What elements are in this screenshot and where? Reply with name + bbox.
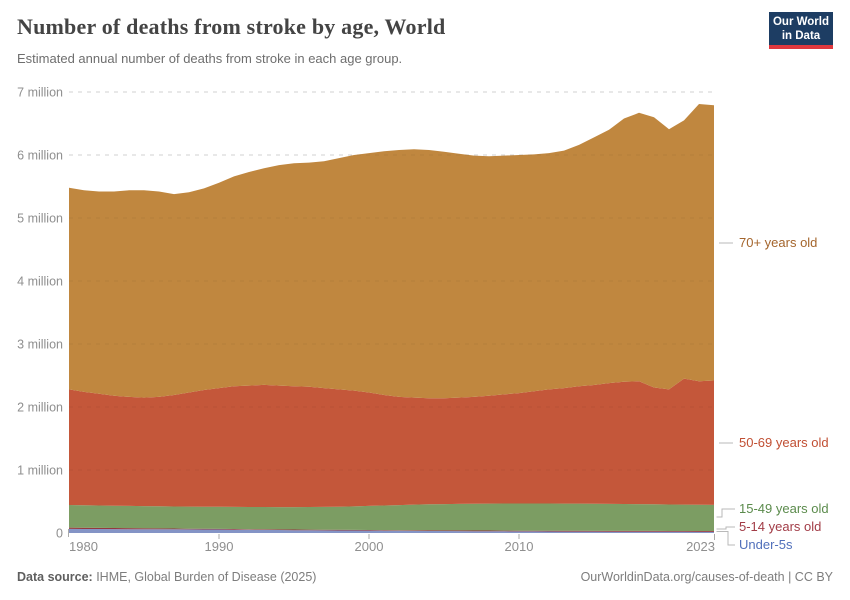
series-label-under5[interactable]: Under-5s bbox=[739, 537, 793, 552]
data-source-label: Data source: bbox=[17, 570, 93, 584]
page-title: Number of deaths from stroke by age, Wor… bbox=[17, 14, 446, 39]
series-label-50-69[interactable]: 50-69 years old bbox=[739, 435, 829, 450]
y-axis-label: 5 million bbox=[17, 212, 63, 226]
connector-under5 bbox=[716, 531, 735, 546]
x-axis-label: 2010 bbox=[505, 539, 534, 554]
area-70-years-old[interactable] bbox=[69, 104, 714, 399]
series-label-5-14[interactable]: 5-14 years old bbox=[739, 519, 822, 534]
x-axis-label: 2000 bbox=[355, 539, 384, 554]
y-axis-label: 0 bbox=[56, 527, 63, 541]
series-label-70plus[interactable]: 70+ years old bbox=[739, 235, 818, 250]
credit-link[interactable]: OurWorldinData.org/causes-of-death | CC … bbox=[580, 570, 833, 584]
y-axis-label: 7 million bbox=[17, 86, 63, 100]
owid-logo[interactable]: Our World in Data bbox=[769, 12, 833, 49]
x-axis-label: 2023 bbox=[686, 539, 715, 554]
data-source-note: Data source: IHME, Global Burden of Dise… bbox=[17, 570, 316, 584]
area-under-5s[interactable] bbox=[69, 528, 714, 533]
connector-15-49 bbox=[716, 508, 735, 518]
y-axis-label: 3 million bbox=[17, 338, 63, 352]
y-axis-label: 2 million bbox=[17, 401, 63, 415]
x-axis-label: 1980 bbox=[69, 539, 98, 554]
page-subtitle: Estimated annual number of deaths from s… bbox=[17, 51, 403, 66]
owid-logo-text: Our World in Data bbox=[769, 12, 833, 45]
y-axis-label: 1 million bbox=[17, 464, 63, 478]
series-label-15-49[interactable]: 15-49 years old bbox=[739, 501, 829, 516]
area-5-14-years-old[interactable] bbox=[69, 527, 714, 532]
x-axis-label: 1990 bbox=[205, 539, 234, 554]
y-axis-label: 4 million bbox=[17, 275, 63, 289]
area-50-69-years-old[interactable] bbox=[69, 378, 714, 508]
connector-5-14 bbox=[716, 526, 735, 530]
y-axis-label: 6 million bbox=[17, 149, 63, 163]
data-source-text: IHME, Global Burden of Disease (2025) bbox=[92, 570, 317, 584]
area-15-49-years-old[interactable] bbox=[69, 503, 714, 532]
owid-logo-redbar bbox=[769, 45, 833, 49]
